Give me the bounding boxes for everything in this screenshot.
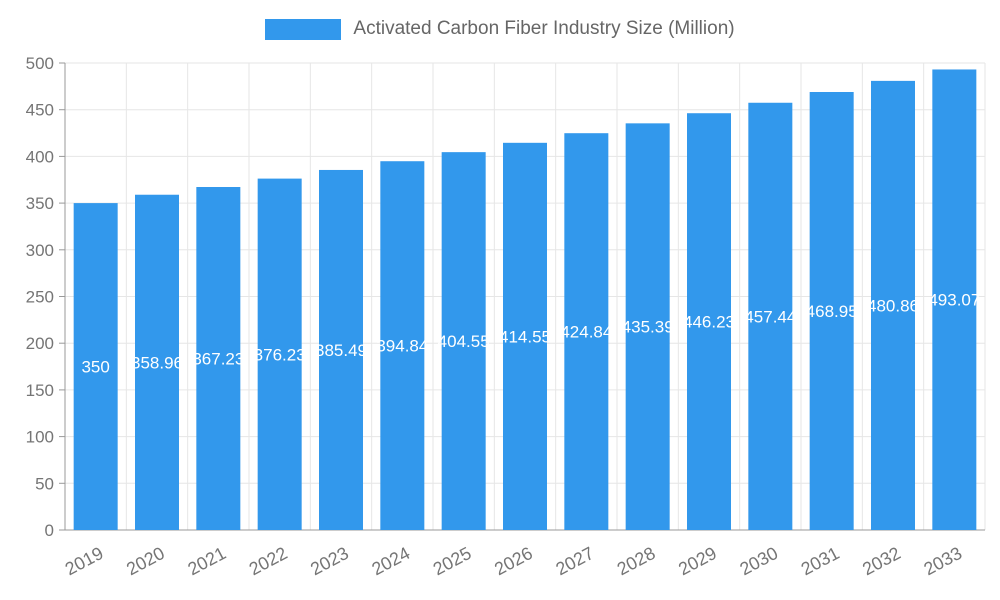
x-tick-label: 2021: [184, 543, 229, 579]
bar-value-label: 468.95: [806, 302, 858, 321]
x-tick-label: 2033: [920, 543, 965, 579]
y-tick-label: 350: [26, 194, 54, 213]
bar[interactable]: [196, 187, 241, 530]
y-tick-label: 250: [26, 288, 54, 307]
bar[interactable]: [871, 80, 915, 530]
bar-value-label: 350: [81, 358, 109, 377]
y-tick-label: 150: [26, 381, 54, 400]
chart-legend: Activated Carbon Fiber Industry Size (Mi…: [0, 18, 1000, 40]
bar[interactable]: [625, 123, 670, 531]
bar[interactable]: [932, 69, 977, 530]
bar[interactable]: [73, 203, 118, 530]
bar-value-label: 358.96: [131, 353, 183, 372]
x-tick-label: 2026: [491, 543, 536, 579]
x-tick-label: 2024: [368, 543, 413, 579]
x-tick-label: 2028: [614, 543, 659, 579]
bar-value-label: 367.23: [192, 350, 244, 369]
bar[interactable]: [135, 194, 179, 530]
bar-value-label: 435.39: [622, 318, 674, 337]
y-tick-label: 100: [26, 428, 54, 447]
bar-value-label: 493.07: [928, 291, 980, 310]
bar-value-label: 376.23: [254, 345, 306, 364]
legend-label[interactable]: Activated Carbon Fiber Industry Size (Mi…: [353, 18, 735, 39]
x-tick-label: 2032: [859, 543, 904, 579]
x-tick-label: 2029: [675, 543, 720, 579]
bar[interactable]: [564, 133, 609, 530]
x-tick-label: 2027: [552, 543, 597, 579]
y-tick-label: 0: [45, 521, 54, 540]
legend-swatch[interactable]: [265, 18, 342, 40]
x-tick-label: 2023: [307, 543, 352, 579]
bar-value-label: 480.86: [867, 296, 919, 315]
bar[interactable]: [319, 169, 363, 531]
bar-value-label: 404.55: [438, 332, 490, 351]
bar[interactable]: [809, 92, 854, 530]
x-tick-label: 2019: [62, 543, 107, 579]
x-tick-label: 2025: [430, 543, 475, 579]
bar[interactable]: [687, 113, 731, 530]
x-tick-label: 2031: [798, 543, 843, 579]
y-tick-label: 400: [26, 147, 54, 166]
bar[interactable]: [748, 102, 793, 530]
x-tick-label: 2022: [246, 543, 291, 579]
bar[interactable]: [257, 178, 302, 530]
bar-value-label: 414.55: [499, 327, 551, 346]
bar-value-label: 385.49: [315, 341, 367, 360]
bar[interactable]: [503, 142, 547, 530]
y-tick-label: 200: [26, 334, 54, 353]
x-tick-label: 2030: [736, 543, 781, 579]
bar-value-label: 394.84: [376, 337, 428, 356]
y-tick-label: 450: [26, 101, 54, 120]
y-tick-label: 500: [26, 54, 54, 73]
x-tick-label: 2020: [123, 543, 168, 579]
y-tick-label: 300: [26, 241, 54, 260]
bar-value-label: 424.84: [560, 323, 612, 342]
bar-value-label: 457.44: [744, 307, 796, 326]
y-tick-label: 50: [35, 474, 54, 493]
bar[interactable]: [380, 161, 425, 531]
bar[interactable]: [441, 152, 486, 530]
bar-value-label: 446.23: [683, 313, 735, 332]
